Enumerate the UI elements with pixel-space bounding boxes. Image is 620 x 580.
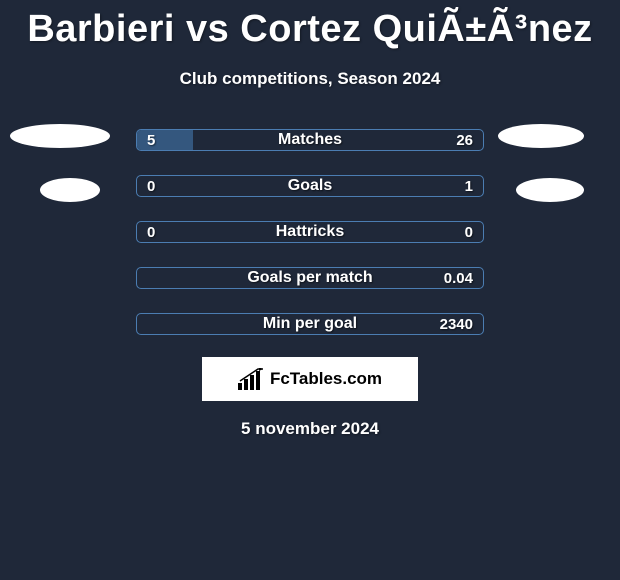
stat-label: Hattricks — [137, 223, 483, 241]
stat-value-right: 2340 — [440, 316, 473, 333]
stat-row: Goals per match0.04 — [136, 267, 484, 289]
stat-row: 0Goals1 — [136, 175, 484, 197]
brand-chart-icon — [238, 368, 264, 390]
stat-label: Goals — [137, 177, 483, 195]
date-line: 5 november 2024 — [0, 419, 620, 439]
stat-row: Min per goal2340 — [136, 313, 484, 335]
stats-container: 5Matches260Goals10Hattricks0Goals per ma… — [0, 129, 620, 335]
stat-value-right: 26 — [456, 132, 473, 149]
stat-label: Min per goal — [137, 315, 483, 333]
stat-label: Goals per match — [137, 269, 483, 287]
stat-row: 5Matches26 — [136, 129, 484, 151]
stat-row: 0Hattricks0 — [136, 221, 484, 243]
stat-label: Matches — [137, 131, 483, 149]
stat-value-right: 0 — [465, 224, 473, 241]
stat-value-right: 0.04 — [444, 270, 473, 287]
stat-value-right: 1 — [465, 178, 473, 195]
brand-box: FcTables.com — [202, 357, 418, 401]
brand-text: FcTables.com — [270, 369, 382, 389]
page-title: Barbieri vs Cortez QuiÃ±Ã³nez — [0, 0, 620, 51]
subtitle: Club competitions, Season 2024 — [0, 69, 620, 89]
